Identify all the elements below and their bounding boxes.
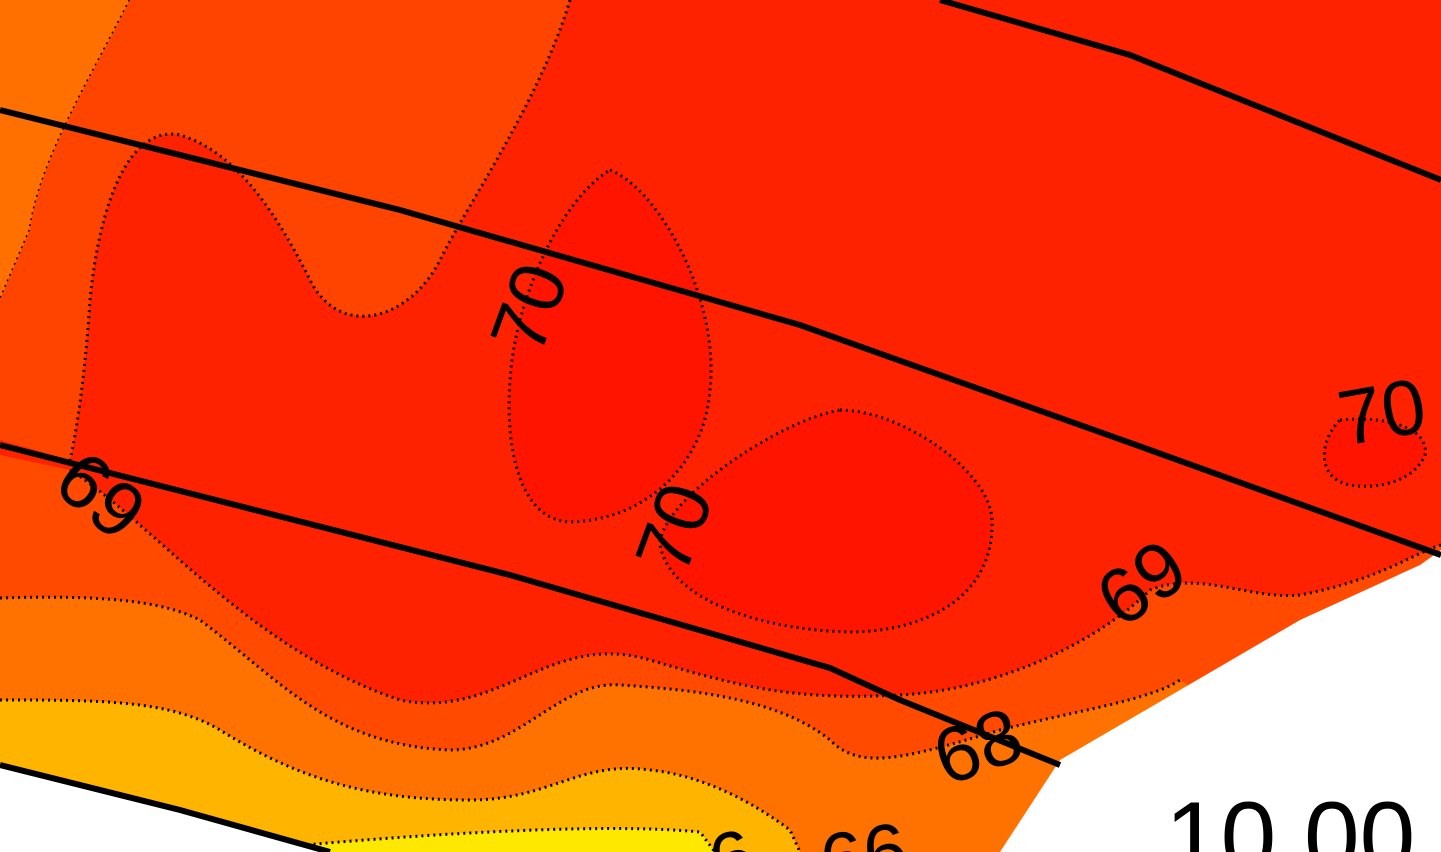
- boundary-line: [939, 0, 1441, 183]
- contour: [0, 0, 132, 301]
- boundary-line: [0, 107, 1441, 558]
- corner-label: 10.00: [1165, 781, 1415, 852]
- band: [0, 0, 130, 300]
- contour: [229, 827, 717, 852]
- contour-label: 70: [1332, 361, 1433, 463]
- contour: [68, 0, 572, 461]
- outside-area: [1000, 550, 1441, 852]
- contour: [1322, 417, 1427, 488]
- contour: [0, 698, 802, 852]
- blob: [1324, 419, 1426, 487]
- contour: [69, 468, 1441, 705]
- band: [0, 0, 570, 460]
- contour: [507, 168, 713, 524]
- band: [230, 828, 715, 852]
- boundary-line: [0, 762, 331, 852]
- boundary-line: [0, 442, 1062, 768]
- blob: [660, 410, 993, 632]
